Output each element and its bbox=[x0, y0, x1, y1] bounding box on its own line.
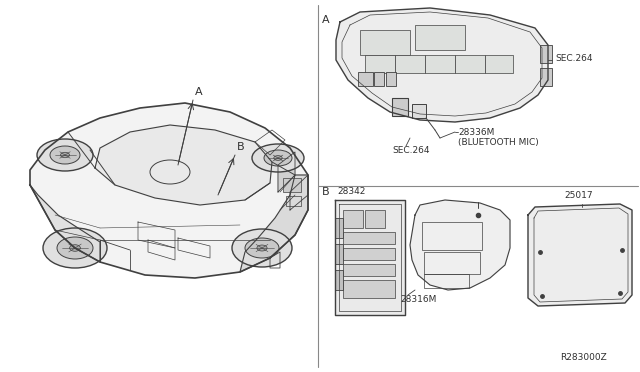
Polygon shape bbox=[30, 103, 308, 278]
Polygon shape bbox=[410, 200, 510, 290]
Bar bbox=[540, 45, 552, 63]
Bar bbox=[425, 55, 455, 73]
Ellipse shape bbox=[57, 237, 93, 259]
Bar bbox=[424, 252, 480, 274]
Ellipse shape bbox=[43, 228, 107, 268]
Ellipse shape bbox=[274, 155, 282, 160]
Ellipse shape bbox=[61, 152, 70, 158]
Ellipse shape bbox=[264, 150, 292, 166]
Text: (BLUETOOTH MIC): (BLUETOOTH MIC) bbox=[458, 138, 539, 147]
Polygon shape bbox=[95, 125, 272, 205]
Bar bbox=[335, 270, 343, 290]
Bar bbox=[343, 232, 395, 244]
Bar bbox=[358, 72, 373, 86]
Text: B: B bbox=[237, 142, 244, 152]
Bar bbox=[392, 98, 408, 116]
Text: B: B bbox=[322, 187, 330, 197]
Text: SEC.264: SEC.264 bbox=[392, 145, 429, 154]
Bar bbox=[412, 104, 426, 118]
Ellipse shape bbox=[37, 139, 93, 171]
Text: A: A bbox=[322, 15, 330, 25]
Bar bbox=[360, 30, 410, 55]
Polygon shape bbox=[528, 204, 632, 306]
Bar bbox=[395, 55, 425, 73]
Bar bbox=[415, 25, 465, 50]
Ellipse shape bbox=[232, 229, 292, 267]
Ellipse shape bbox=[70, 245, 81, 251]
Text: 28342: 28342 bbox=[337, 187, 365, 196]
Polygon shape bbox=[335, 200, 405, 315]
Bar bbox=[335, 218, 343, 238]
Text: A: A bbox=[195, 87, 203, 97]
Bar bbox=[455, 55, 485, 73]
Bar bbox=[365, 210, 385, 228]
Bar bbox=[540, 68, 552, 86]
Polygon shape bbox=[240, 175, 308, 272]
Bar bbox=[422, 222, 482, 250]
Bar bbox=[374, 72, 384, 86]
Text: 28316M: 28316M bbox=[400, 295, 436, 304]
Bar bbox=[485, 55, 513, 73]
Polygon shape bbox=[278, 152, 295, 192]
Ellipse shape bbox=[257, 245, 267, 251]
Bar bbox=[424, 274, 469, 288]
Ellipse shape bbox=[50, 146, 80, 164]
Bar bbox=[286, 196, 301, 206]
Text: SEC.264: SEC.264 bbox=[555, 54, 593, 62]
Polygon shape bbox=[30, 185, 100, 262]
Ellipse shape bbox=[252, 144, 304, 172]
Bar bbox=[343, 248, 395, 260]
Bar bbox=[343, 210, 363, 228]
Bar bbox=[335, 244, 343, 264]
Bar bbox=[343, 280, 395, 298]
Text: 25017: 25017 bbox=[564, 191, 593, 200]
Ellipse shape bbox=[245, 238, 279, 258]
Text: R283000Z: R283000Z bbox=[560, 353, 607, 362]
Bar bbox=[386, 72, 396, 86]
Bar bbox=[343, 264, 395, 276]
Text: 28336M: 28336M bbox=[458, 128, 494, 137]
Bar bbox=[283, 178, 301, 192]
Polygon shape bbox=[336, 8, 548, 122]
Bar bbox=[365, 55, 395, 73]
